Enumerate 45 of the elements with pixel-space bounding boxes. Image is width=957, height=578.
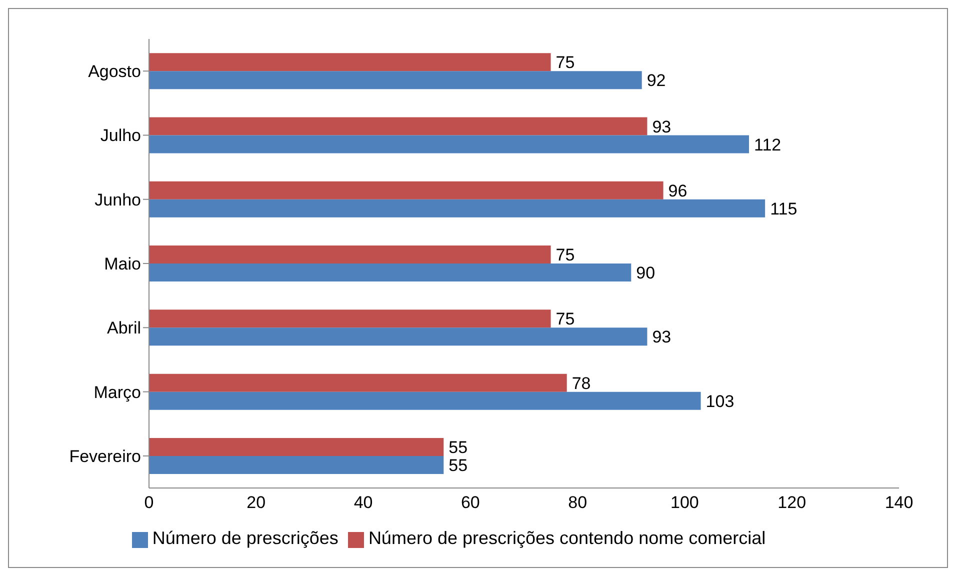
data-label: 112 [754, 135, 782, 154]
y-tick-label: Março [94, 382, 141, 402]
x-tick-label: 40 [354, 493, 373, 512]
y-tick-label: Junho [94, 190, 141, 210]
bar [149, 438, 444, 456]
x-tick-label: 0 [144, 493, 154, 512]
bar [149, 310, 551, 328]
x-tick-label: 60 [460, 493, 480, 512]
data-label: 78 [572, 374, 591, 393]
bar [149, 135, 749, 154]
data-label: 90 [636, 264, 656, 283]
data-label: 93 [652, 117, 672, 136]
data-label: 55 [448, 456, 468, 476]
data-label: 75 [556, 246, 575, 265]
bar [149, 456, 444, 474]
legend-label: Número de prescrições contendo nome comercial [368, 528, 766, 548]
y-tick-label: Julho [100, 126, 141, 146]
x-tick-label: 20 [246, 493, 266, 512]
data-label: 55 [448, 438, 468, 458]
legend-label: Número de prescrições [152, 528, 338, 548]
bar [149, 328, 648, 346]
bar [149, 53, 551, 72]
bar [149, 246, 551, 264]
y-tick-label: Abril [106, 318, 141, 338]
data-label: 93 [652, 328, 672, 347]
bar [149, 181, 664, 200]
bar [149, 199, 766, 218]
x-tick-label: 80 [568, 493, 588, 512]
y-tick-label: Agosto [88, 62, 141, 82]
data-label: 103 [706, 392, 734, 411]
data-label: 115 [770, 199, 798, 218]
x-tick-label: 140 [884, 493, 914, 512]
bar [149, 71, 642, 90]
data-label: 75 [556, 53, 575, 72]
bar [149, 374, 567, 392]
x-tick-label: 100 [670, 493, 699, 512]
data-label: 75 [556, 310, 575, 329]
y-tick-label: Fevereiro [69, 446, 141, 466]
data-label: 92 [646, 71, 666, 90]
data-label: 96 [668, 181, 688, 200]
bar [149, 117, 648, 136]
y-tick-label: Maio [104, 254, 141, 274]
bar [149, 392, 701, 410]
bar [149, 264, 632, 282]
x-tick-label: 120 [778, 493, 806, 512]
